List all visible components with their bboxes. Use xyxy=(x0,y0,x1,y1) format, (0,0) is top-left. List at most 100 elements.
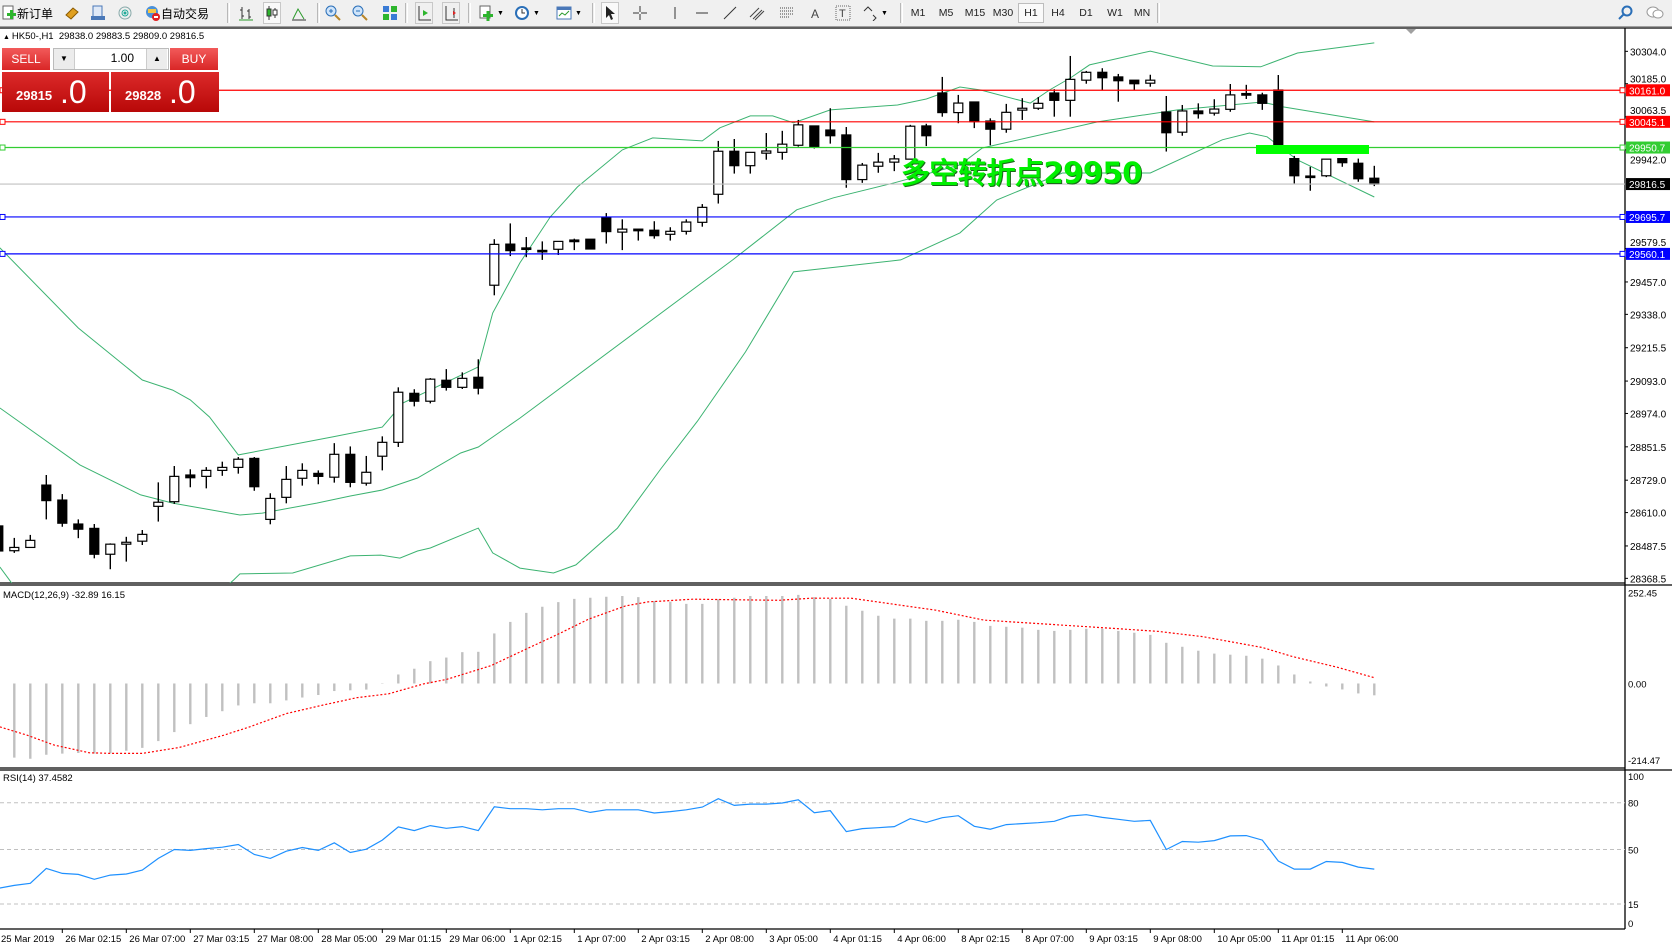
timeframe-w1[interactable]: W1 xyxy=(1107,7,1123,19)
timeframe-h1[interactable]: H1 xyxy=(1018,3,1044,23)
toolbar: 新订单 自动交易 ▼ ▼ ▼ A T ▼ M1 M5 M15 M30 H1 H4… xyxy=(0,0,1672,27)
periods-button[interactable]: ▼ xyxy=(514,3,540,23)
volume-increase-button[interactable]: ▲ xyxy=(146,49,167,69)
timeframe-d1[interactable]: D1 xyxy=(1079,7,1093,19)
candle xyxy=(601,213,612,244)
candle xyxy=(313,470,324,485)
toolbar-separator xyxy=(405,3,408,23)
chart-shift-marker[interactable] xyxy=(1406,29,1416,34)
symbol-ohlc: HK50-,H1 29838.0 29883.5 29809.0 29816.5 xyxy=(11,31,205,42)
market-watch-button[interactable] xyxy=(64,3,80,23)
rsi-axis-label: 100 xyxy=(1628,772,1644,783)
horizontal-line-button[interactable] xyxy=(694,3,710,23)
price-axis-label: 28851.5 xyxy=(1630,443,1667,454)
timeframe-m1[interactable]: M1 xyxy=(910,7,926,19)
candle xyxy=(153,482,164,522)
dropdown-arrow-icon[interactable]: ▼ xyxy=(881,9,888,17)
buy-button[interactable]: BUY xyxy=(170,48,218,71)
candle xyxy=(857,162,868,183)
pivot-zone-box xyxy=(1256,144,1369,154)
candle-body xyxy=(553,240,564,250)
candle-body xyxy=(73,523,84,530)
candle xyxy=(25,534,36,549)
text-icon: A xyxy=(808,5,824,21)
vertical-line-button[interactable] xyxy=(667,3,683,23)
auto-trading-button[interactable]: 自动交易 xyxy=(145,3,209,23)
new-order-button[interactable]: 新订单 xyxy=(1,3,53,23)
candle-body xyxy=(409,392,420,402)
zoom-in-button[interactable] xyxy=(325,3,341,23)
candle-body xyxy=(681,221,692,232)
text-button[interactable]: A xyxy=(808,3,824,23)
bar-chart-button[interactable] xyxy=(238,3,254,23)
line-chart-button[interactable] xyxy=(291,3,307,23)
tile-windows-button[interactable] xyxy=(382,3,398,23)
dropdown-arrow-icon[interactable]: ▼ xyxy=(497,9,504,17)
candle xyxy=(985,118,996,146)
dropdown-arrow-icon[interactable]: ▼ xyxy=(533,9,540,17)
timeframe-mn[interactable]: MN xyxy=(1133,7,1151,19)
buy-price-button[interactable]: 29828 .0 xyxy=(111,72,219,112)
candle-body xyxy=(905,125,916,160)
dropdown-arrow-icon[interactable]: ▼ xyxy=(575,9,582,17)
signals-button[interactable] xyxy=(117,3,133,23)
level-handle xyxy=(0,144,6,151)
volume-decrease-button[interactable]: ▼ xyxy=(54,49,75,69)
equidistant-channel-button[interactable] xyxy=(749,3,765,23)
timeframe-m30[interactable]: M30 xyxy=(992,7,1014,19)
candlestick-icon xyxy=(264,5,280,21)
arrows-button[interactable]: ▼ xyxy=(862,3,888,23)
chat-button[interactable] xyxy=(1646,3,1664,23)
sell-price-button[interactable]: 29815 .0 xyxy=(2,72,109,112)
candle-body xyxy=(745,151,756,167)
main-pane xyxy=(0,42,1380,583)
price-axis-label: 29215.5 xyxy=(1630,344,1667,355)
volume-input[interactable]: 1.00 xyxy=(110,51,134,65)
candle xyxy=(169,466,180,504)
sell-button[interactable]: SELL xyxy=(2,48,50,71)
candle xyxy=(201,467,212,489)
toolbar-separator xyxy=(468,3,471,23)
chart-shift-button[interactable] xyxy=(442,2,460,24)
collapse-triangle-icon[interactable]: ▲ xyxy=(3,34,12,41)
candle-body xyxy=(1193,110,1204,115)
candle-body xyxy=(649,229,660,237)
candle xyxy=(265,493,276,525)
candle xyxy=(1369,165,1380,187)
templates-button[interactable]: ▼ xyxy=(556,3,582,23)
search-button[interactable] xyxy=(1617,3,1633,23)
line-chart-icon xyxy=(291,5,307,21)
time-axis-label: 1 Apr 02:15 xyxy=(513,934,562,945)
crosshair-button[interactable] xyxy=(632,3,648,23)
candle-body xyxy=(1321,158,1332,177)
candle-body xyxy=(57,499,68,524)
candle xyxy=(1289,155,1300,184)
candle-body xyxy=(313,472,324,477)
navigator-button[interactable] xyxy=(90,3,106,23)
candle xyxy=(41,475,52,520)
timeframe-m15[interactable]: M15 xyxy=(964,7,986,19)
candle xyxy=(1065,55,1076,117)
trendline-button[interactable] xyxy=(722,3,738,23)
candle xyxy=(569,238,580,251)
cursor-button[interactable] xyxy=(601,2,619,24)
zoom-out-button[interactable] xyxy=(352,3,368,23)
pivot-annotation[interactable]: 多空转折点29950 xyxy=(901,156,1142,190)
timeframe-m5[interactable]: M5 xyxy=(938,7,954,19)
fibonacci-icon xyxy=(779,5,795,21)
candle xyxy=(665,227,676,241)
candle-body xyxy=(1225,94,1236,110)
timeframe-h4[interactable]: H4 xyxy=(1051,7,1065,19)
toolbar-separator xyxy=(900,3,903,23)
indicators-button[interactable]: ▼ xyxy=(478,3,504,23)
autoscroll-button[interactable] xyxy=(415,2,433,24)
candle-body xyxy=(761,150,772,154)
auto-trading-icon xyxy=(145,5,161,21)
candlestick-button[interactable] xyxy=(263,2,281,24)
candle-body xyxy=(1113,76,1124,82)
candle xyxy=(505,223,516,257)
arrows-icon xyxy=(862,5,878,22)
text-label-button[interactable]: T xyxy=(835,3,851,23)
fibonacci-button[interactable] xyxy=(779,3,795,23)
